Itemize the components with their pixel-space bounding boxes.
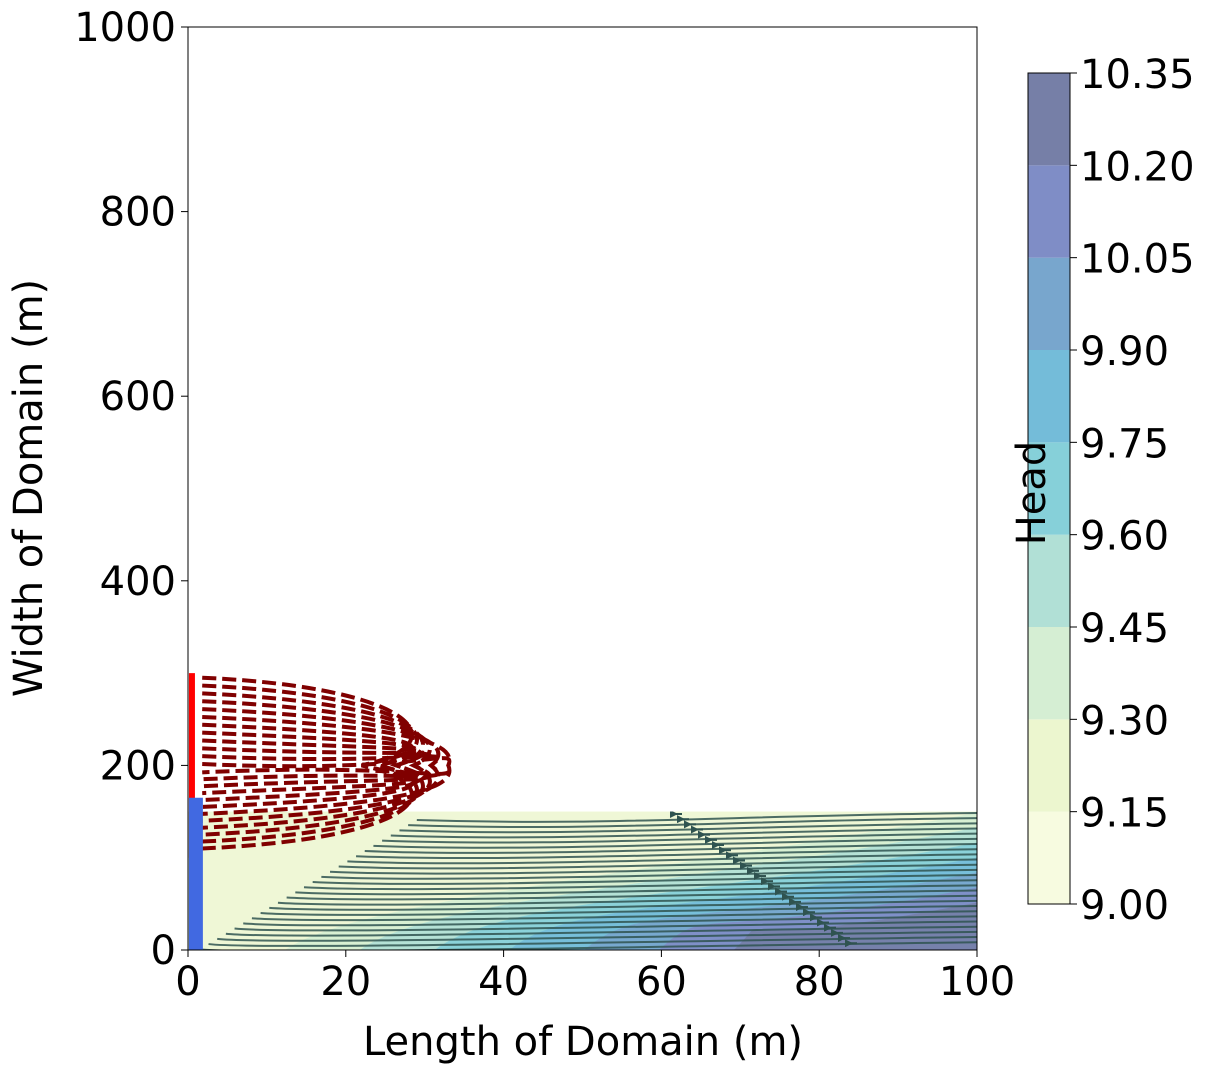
streamline	[217, 930, 977, 942]
dashed-pathlines	[202, 675, 452, 851]
colorbar-tick-label: 9.00	[1080, 883, 1169, 929]
colorbar-tick-label: 10.35	[1080, 52, 1195, 98]
y-tick-label: 400	[100, 559, 176, 605]
colorbar: 9.00 9.15 9.30 9.45 9.60 9.75 9.90 10.05 10.20 10…	[1027, 52, 1195, 929]
x-axis-label: Length of Domain (m)	[363, 1019, 803, 1065]
colorbar-tick-label: 10.20	[1080, 144, 1195, 190]
pathline	[202, 754, 441, 782]
streamline	[260, 905, 977, 916]
streamline	[243, 915, 977, 927]
streamline	[286, 889, 977, 901]
plot-background	[188, 27, 977, 950]
colorbar-tick-label: 9.60	[1080, 514, 1169, 560]
colorbar-segment	[1028, 165, 1070, 258]
streamline	[338, 858, 977, 870]
colorbar-tick-label: 10.05	[1080, 237, 1195, 283]
streamline	[277, 894, 977, 906]
colorbar-segment	[1028, 534, 1070, 627]
streamline	[269, 899, 977, 911]
streamline	[225, 925, 977, 937]
streamline	[251, 910, 977, 922]
plot-area	[188, 27, 977, 950]
x-tick-label: 80	[794, 959, 845, 1005]
colorbar-segment	[1028, 73, 1070, 166]
colorbar-segment	[1028, 627, 1070, 720]
x-tick-label: 20	[320, 959, 371, 1005]
streamline	[399, 822, 977, 834]
y-tick-label: 200	[100, 743, 176, 789]
y-tick-label: 800	[100, 190, 176, 236]
streamlines	[199, 811, 977, 950]
x-tick-label: 60	[636, 959, 687, 1005]
colorbar-tick-label: 9.75	[1080, 421, 1169, 467]
colorbar-segment	[1028, 811, 1070, 904]
colorbar-segment	[1028, 442, 1070, 535]
pathline	[202, 756, 452, 776]
streamline	[303, 879, 977, 891]
x-tick-label: 0	[175, 959, 200, 1005]
y-tick-label: 600	[100, 374, 176, 420]
x-axis: 0 20 40 60 80 100	[175, 950, 1015, 1005]
colorbar-frame	[1027, 72, 1071, 905]
pathline	[202, 683, 419, 844]
streamline	[390, 827, 977, 839]
y-axis: 0 200 400 600 800 1000	[74, 5, 188, 974]
streamline	[329, 863, 977, 875]
y-axis-label: Width of Domain (m)	[6, 279, 52, 697]
streamline	[408, 817, 977, 829]
x-tick-label: 40	[478, 959, 529, 1005]
streamline	[356, 848, 977, 860]
colorbar-segment	[1028, 719, 1070, 812]
streamline	[234, 920, 977, 932]
pathline	[202, 738, 425, 796]
streamline	[382, 832, 977, 844]
colorbar-tick-label: 9.90	[1080, 329, 1169, 375]
colorbar-segment	[1028, 257, 1070, 350]
colorbar-tick-label: 9.15	[1080, 791, 1169, 837]
streamline	[295, 884, 977, 896]
y-tick-label: 1000	[74, 5, 176, 51]
streamline	[364, 843, 977, 854]
colorbar-tick-label: 9.30	[1080, 698, 1169, 744]
streamline	[347, 853, 977, 865]
streamline	[312, 874, 977, 885]
streamline	[321, 868, 977, 880]
plot-frame	[187, 26, 978, 951]
boundary-features	[188, 673, 203, 950]
streamline	[208, 936, 977, 947]
pathline	[202, 722, 414, 809]
pathline	[202, 730, 420, 803]
colorbar-tick-label: 9.45	[1080, 606, 1169, 652]
y-tick-label: 0	[151, 928, 176, 974]
streamline	[416, 812, 977, 823]
x-tick-label: 100	[939, 959, 1015, 1005]
colorbar-label: Head	[1009, 441, 1055, 546]
pathline	[202, 746, 432, 789]
streamline	[373, 837, 977, 849]
colorbar-segment	[1028, 350, 1070, 443]
